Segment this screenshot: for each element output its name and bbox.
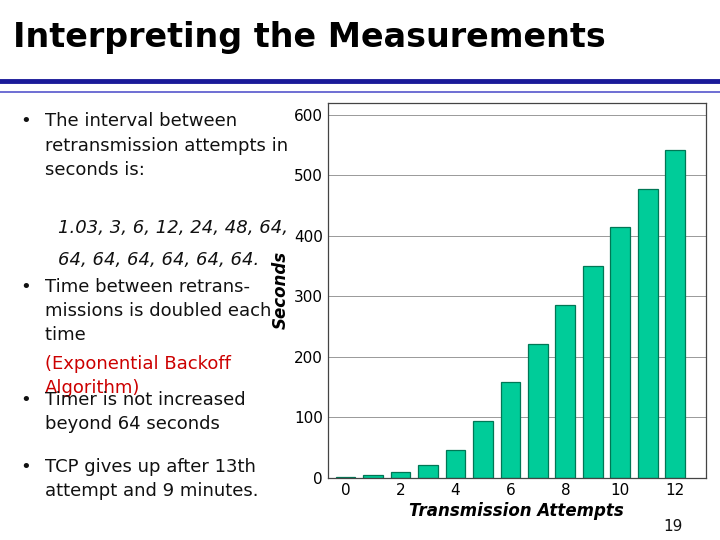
Bar [638, 188, 658, 478]
Text: 64, 64, 64, 64, 64, 64.: 64, 64, 64, 64, 64, 64. [58, 251, 259, 268]
Text: Interpreting the Measurements: Interpreting the Measurements [13, 21, 606, 54]
Text: The interval between
retransmission attempts in
seconds is:: The interval between retransmission atte… [45, 112, 288, 179]
Bar [473, 421, 492, 478]
Text: Time between retrans-
missions is doubled each
time: Time between retrans- missions is double… [45, 278, 271, 345]
X-axis label: Transmission Attempts: Transmission Attempts [409, 502, 624, 520]
Text: 1.03, 3, 6, 12, 24, 48, 64,: 1.03, 3, 6, 12, 24, 48, 64, [58, 219, 288, 237]
Text: (Exponential Backoff
Algorithm): (Exponential Backoff Algorithm) [45, 355, 231, 397]
Bar [611, 227, 630, 478]
Text: Timer is not increased
beyond 64 seconds: Timer is not increased beyond 64 seconds [45, 391, 246, 433]
Bar [418, 464, 438, 478]
Bar [390, 472, 410, 478]
Text: •: • [20, 391, 31, 409]
Y-axis label: Seconds: Seconds [271, 251, 289, 329]
Bar [446, 450, 465, 478]
Text: •: • [20, 112, 31, 131]
Bar [665, 150, 685, 478]
Text: TCP gives up after 13th
attempt and 9 minutes.: TCP gives up after 13th attempt and 9 mi… [45, 458, 258, 500]
Bar [500, 382, 521, 478]
Text: •: • [20, 278, 31, 296]
Bar [336, 477, 356, 478]
Text: 19: 19 [664, 519, 683, 534]
Bar [556, 305, 575, 478]
Bar [363, 475, 383, 478]
Text: •: • [20, 458, 31, 476]
Bar [583, 266, 603, 478]
Bar [528, 343, 548, 478]
